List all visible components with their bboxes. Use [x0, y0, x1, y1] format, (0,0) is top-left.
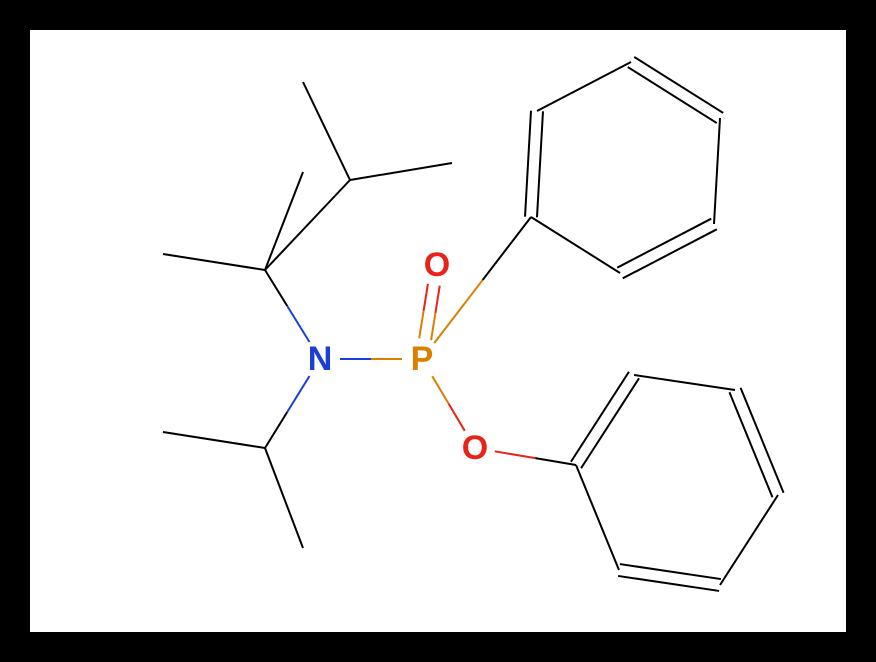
molecule-diagram: N P O O — [0, 0, 876, 662]
atom-label-p: P — [411, 340, 434, 378]
atom-label-o: O — [462, 429, 488, 467]
molecule-panel — [30, 30, 846, 632]
atom-label-n: N — [308, 340, 333, 378]
atom-label-o: O — [424, 246, 450, 284]
